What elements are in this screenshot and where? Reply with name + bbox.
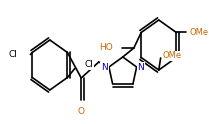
Text: OMe: OMe: [189, 28, 208, 37]
Text: OMe: OMe: [162, 51, 182, 61]
Text: HO: HO: [99, 44, 113, 52]
Text: O: O: [78, 107, 85, 116]
Text: N: N: [138, 62, 144, 72]
Text: N: N: [101, 62, 108, 72]
Text: Cl: Cl: [9, 50, 18, 59]
Text: Cl: Cl: [84, 60, 93, 69]
